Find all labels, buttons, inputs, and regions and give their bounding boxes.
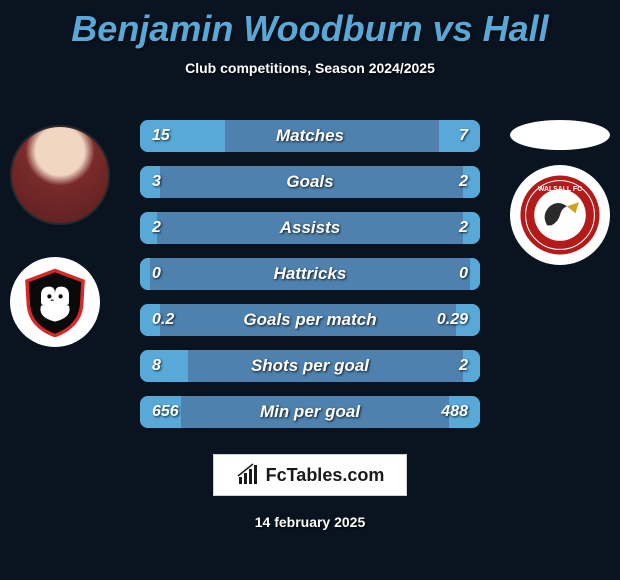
brand-logo[interactable]: FcTables.com <box>213 454 408 496</box>
stat-row: 0.2Goals per match0.29 <box>140 304 480 336</box>
stat-value-right: 2 <box>459 357 468 375</box>
stat-label: Min per goal <box>140 402 480 422</box>
stat-value-right: 2 <box>459 173 468 191</box>
stats-bars: 15Matches73Goals22Assists20Hattricks00.2… <box>140 120 480 428</box>
brand-text: FcTables.com <box>266 465 385 486</box>
stat-label: Matches <box>140 126 480 146</box>
stat-value-right: 488 <box>441 403 468 421</box>
player-right-avatar <box>510 120 610 150</box>
stat-value-right: 0.29 <box>437 311 468 329</box>
stat-row: 15Matches7 <box>140 120 480 152</box>
walsall-badge-icon: WALSALL FC <box>517 172 603 258</box>
stat-label: Goals per match <box>140 310 480 330</box>
date-text: 14 february 2025 <box>255 514 366 530</box>
salford-shield-icon <box>20 267 90 337</box>
subtitle: Club competitions, Season 2024/2025 <box>0 60 620 76</box>
svg-text:WALSALL FC: WALSALL FC <box>538 186 582 193</box>
stat-value-right: 7 <box>459 127 468 145</box>
page-title: Benjamin Woodburn vs Hall <box>0 0 620 50</box>
stat-label: Hattricks <box>140 264 480 284</box>
player-left-club-icon <box>10 257 100 347</box>
chart-icon <box>236 463 260 487</box>
stat-row: 8Shots per goal2 <box>140 350 480 382</box>
stat-value-right: 0 <box>459 265 468 283</box>
stat-label: Shots per goal <box>140 356 480 376</box>
stat-value-right: 2 <box>459 219 468 237</box>
stat-row: 2Assists2 <box>140 212 480 244</box>
player-left-avatar <box>10 125 110 225</box>
left-avatars <box>10 125 110 347</box>
stat-label: Assists <box>140 218 480 238</box>
stat-row: 3Goals2 <box>140 166 480 198</box>
stat-label: Goals <box>140 172 480 192</box>
stat-row: 656Min per goal488 <box>140 396 480 428</box>
footer: FcTables.com 14 february 2025 <box>0 454 620 530</box>
right-avatars: WALSALL FC <box>510 120 610 265</box>
stat-row: 0Hattricks0 <box>140 258 480 290</box>
player-right-club-icon: WALSALL FC <box>510 165 610 265</box>
